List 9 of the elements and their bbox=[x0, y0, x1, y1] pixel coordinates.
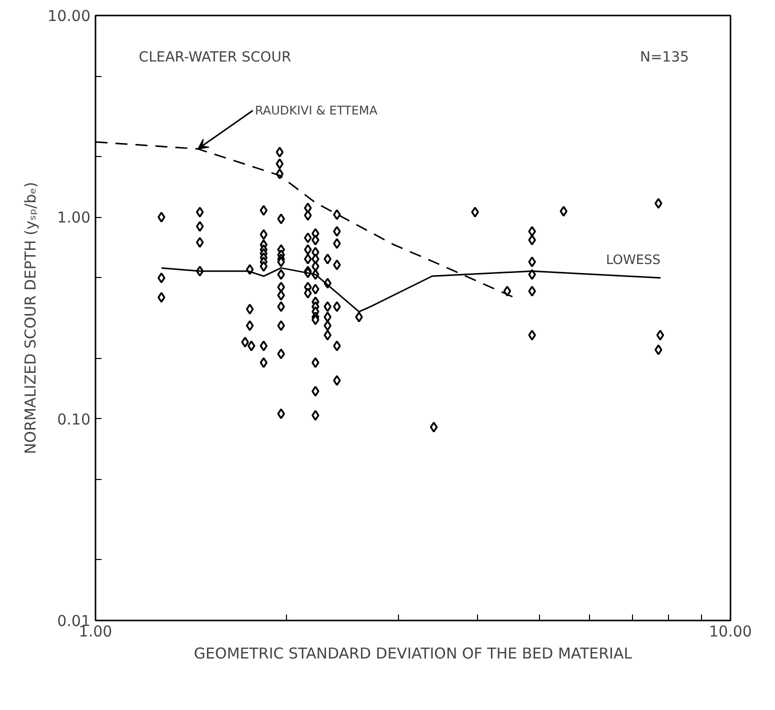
annotation: CLEAR-WATER SCOUR bbox=[138, 49, 292, 66]
series-label: LOWESS bbox=[606, 252, 661, 268]
y-tick-label: 10.00 bbox=[48, 7, 91, 25]
y-axis-title: NORMALIZED SCOUR DEPTH (yₛₚ/bₑ) bbox=[22, 182, 40, 454]
annotation: N=135 bbox=[640, 49, 689, 66]
y-tick-label: 0.10 bbox=[57, 410, 91, 428]
x-axis-title: GEOMETRIC STANDARD DEVIATION OF THE BED MATERIAL bbox=[194, 644, 633, 662]
text: RAUDKIVI & ETTEMA bbox=[255, 104, 378, 118]
y-tick-label: 1.00 bbox=[57, 208, 91, 227]
